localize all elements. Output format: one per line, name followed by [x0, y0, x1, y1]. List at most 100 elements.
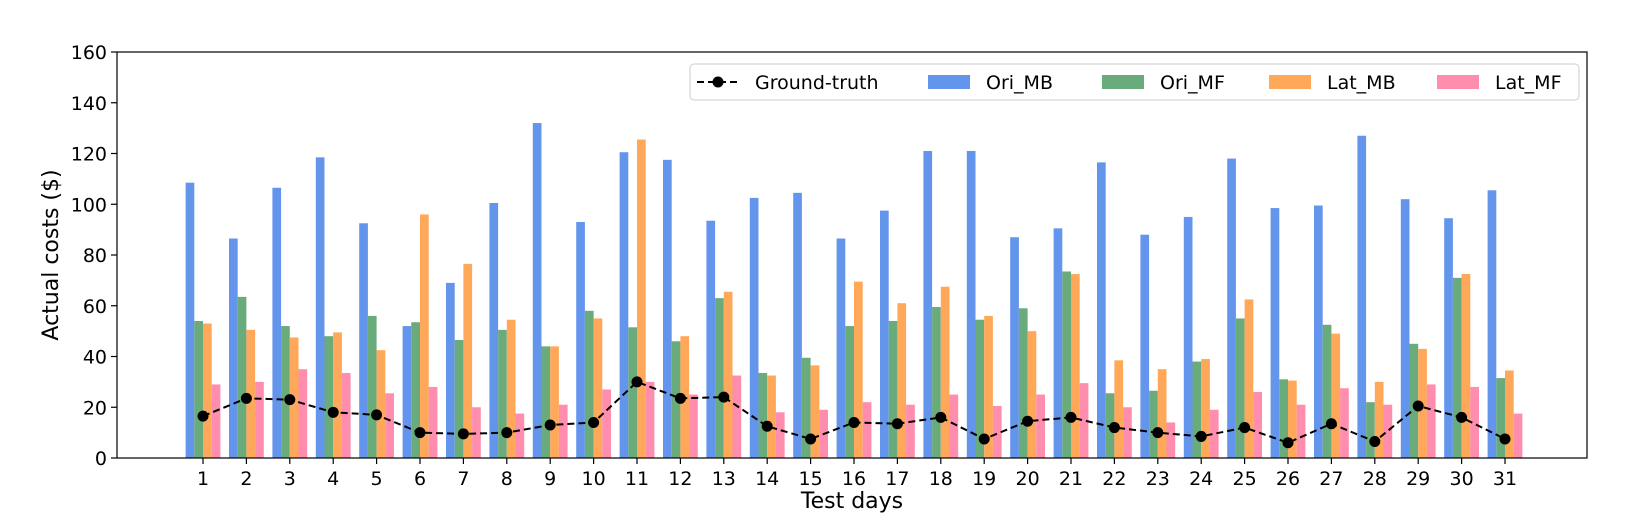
legend-swatch-ori-mb: [928, 75, 970, 89]
bar-lat-mf-day-16: [862, 402, 872, 458]
bar-lat-mf-day-26: [1296, 404, 1306, 458]
bar-ori-mf-day-20: [1018, 308, 1028, 458]
bar-ori-mb-day-16: [836, 238, 846, 458]
ground-truth-point-day-23: [1152, 427, 1164, 439]
legend-marker-swatch: [712, 76, 724, 88]
bar-lat-mf-day-10: [602, 389, 611, 458]
bar-lat-mf-day-30: [1470, 386, 1479, 458]
bar-ori-mf-day-4: [324, 336, 334, 458]
bar-ori-mf-day-25: [1235, 318, 1245, 458]
x-tick-label-22: 22: [1102, 468, 1126, 490]
bar-ori-mf-day-8: [498, 329, 507, 458]
y-axis-label: Actual costs ($): [39, 169, 64, 340]
bar-ori-mf-day-18: [932, 307, 941, 458]
x-tick-label-3: 3: [284, 468, 296, 490]
bar-lat-mf-day-4: [341, 372, 351, 458]
ground-truth-point-day-8: [501, 427, 513, 439]
bar-ori-mf-day-29: [1409, 343, 1419, 458]
bar-lat-mf-day-3: [298, 369, 308, 458]
x-tick-label-8: 8: [501, 468, 513, 490]
bar-lat-mb-day-6: [420, 214, 429, 458]
bar-ori-mb-day-2: [229, 238, 238, 458]
bar-lat-mf-day-7: [472, 407, 481, 458]
ground-truth-point-day-10: [588, 416, 600, 428]
bar-lat-mf-day-28: [1383, 404, 1393, 458]
bar-ori-mb-day-8: [489, 202, 499, 458]
ground-truth-point-day-29: [1412, 400, 1424, 412]
bar-ori-mb-day-18: [923, 150, 933, 458]
ground-truth-point-day-28: [1369, 436, 1381, 448]
bar-ori-mb-day-26: [1270, 208, 1280, 458]
bar-lat-mf-day-14: [775, 412, 785, 458]
bar-ori-mf-day-19: [975, 319, 985, 458]
bar-ori-mb-day-20: [1010, 237, 1019, 458]
x-tick-label-20: 20: [1016, 468, 1040, 490]
bar-ori-mb-day-6: [402, 326, 412, 458]
bar-lat-mf-day-24: [1209, 409, 1219, 458]
ground-truth-point-day-2: [240, 392, 252, 404]
bar-ori-mb-day-13: [706, 220, 716, 458]
bar-lat-mf-day-25: [1253, 392, 1262, 458]
y-tick-label-100: 100: [71, 194, 107, 216]
bar-lat-mf-day-29: [1426, 384, 1436, 458]
ground-truth-point-day-9: [544, 419, 556, 431]
bar-ori-mf-day-13: [715, 298, 724, 458]
legend-label-ground-truth: Ground-truth: [755, 72, 879, 94]
bar-lat-mf-day-19: [992, 405, 1002, 458]
bar-ori-mf-day-16: [845, 326, 854, 458]
bar-lat-mb-day-13: [723, 291, 733, 458]
x-tick-label-29: 29: [1406, 468, 1430, 490]
bar-lat-mb-day-30: [1461, 274, 1471, 458]
bar-lat-mb-day-8: [506, 319, 516, 458]
bar-ori-mf-day-15: [801, 357, 811, 458]
ground-truth-point-day-12: [674, 392, 686, 404]
legend-swatch-lat-mf: [1437, 75, 1479, 89]
bar-lat-mf-day-6: [428, 386, 438, 458]
bar-lat-mb-day-17: [897, 303, 907, 458]
x-tick-label-27: 27: [1319, 468, 1343, 490]
bar-ori-mf-day-2: [237, 296, 247, 458]
y-axis: 0 20 40 60 80 100 120 140 160: [71, 42, 117, 470]
ground-truth-point-day-21: [1065, 411, 1077, 423]
bar-ori-mf-day-31: [1496, 378, 1505, 458]
ground-truth-point-day-31: [1499, 433, 1511, 445]
y-tick-label-60: 60: [83, 296, 107, 318]
bar-lat-mb-day-7: [463, 263, 473, 458]
legend-entry-lat-mb: Lat_MB: [1269, 72, 1396, 94]
bar-lat-mb-day-20: [1027, 331, 1037, 459]
x-axis-label: Test days: [800, 489, 903, 514]
bar-ori-mb-day-21: [1053, 228, 1063, 458]
x-tick-label-28: 28: [1363, 468, 1387, 490]
legend-entry-ori-mf: Ori_MF: [1102, 72, 1225, 94]
bar-lat-mf-day-21: [1079, 383, 1089, 458]
bar-ori-mb-day-27: [1314, 205, 1323, 458]
bar-ori-mb-day-17: [880, 210, 889, 458]
bars-layer: [185, 123, 1523, 459]
bar-ori-mb-day-7: [446, 282, 455, 458]
bar-ori-mf-day-3: [281, 326, 290, 458]
x-axis: 1 2 3 4 5 6 7 8 9 10 11 12 13 14 15 16 17 18 19 20 21 22 23 24 2…: [197, 458, 1517, 490]
legend-swatch-ori-mf: [1102, 75, 1144, 89]
ground-truth-point-day-18: [935, 411, 947, 423]
ground-truth-point-day-24: [1195, 430, 1207, 442]
legend-entry-ground-truth: Ground-truth: [697, 72, 879, 94]
y-tick-label-120: 120: [71, 144, 107, 166]
bar-lat-mf-day-23: [1166, 422, 1176, 458]
bar-ori-mf-day-27: [1322, 324, 1332, 458]
bar-ori-mf-day-17: [888, 320, 898, 458]
bar-ori-mb-day-15: [793, 192, 802, 458]
x-tick-label-1: 1: [197, 468, 209, 490]
ground-truth-point-day-13: [718, 391, 730, 403]
bar-ori-mb-day-4: [315, 157, 325, 458]
bar-ori-mb-day-23: [1140, 234, 1150, 458]
x-tick-label-16: 16: [842, 468, 866, 490]
bar-lat-mf-day-31: [1513, 413, 1523, 458]
ground-truth-point-day-27: [1325, 418, 1337, 430]
bar-lat-mb-day-23: [1157, 369, 1167, 458]
bar-lat-mb-day-31: [1505, 370, 1514, 458]
y-tick-label-20: 20: [83, 397, 107, 419]
bar-ori-mb-day-28: [1357, 135, 1367, 459]
bar-lat-mf-day-22: [1123, 407, 1132, 458]
bar-ori-mf-day-30: [1452, 277, 1462, 458]
